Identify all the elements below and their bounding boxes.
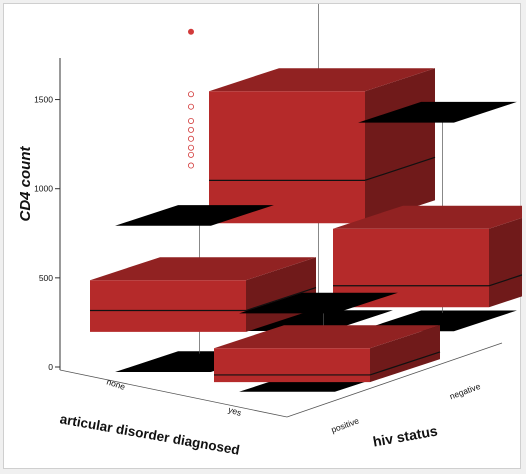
z-tick-label: positive	[330, 415, 361, 434]
outlier-point	[187, 135, 194, 142]
box-front-face	[90, 280, 246, 332]
box-top-face	[333, 205, 522, 229]
z-tick-label: negative	[448, 381, 482, 401]
y-axis-title: CD4 count	[17, 145, 34, 221]
y-tick-label: 1500	[34, 95, 53, 105]
y-tick-label: 1000	[34, 184, 53, 194]
z-category-labels: positive negative	[330, 381, 482, 435]
median-line-side	[369, 351, 441, 376]
x-category-labels: none yes	[105, 376, 242, 417]
box-front-face	[333, 228, 489, 308]
median-line-side	[364, 156, 436, 181]
x-axis-title: articular disorder diagnosed	[59, 411, 241, 457]
y-tick-label: 500	[39, 273, 53, 283]
whisker-cap-upper	[115, 205, 274, 226]
outlier-point	[187, 162, 194, 169]
box-top-face	[90, 257, 316, 281]
boxes-scene	[90, 4, 522, 392]
whisker-cap-upper	[239, 292, 398, 314]
whisker-cap-lower	[234, 310, 393, 331]
outlier-point	[187, 103, 194, 110]
box-yes-positive	[214, 292, 441, 392]
whisker-cap-upper	[358, 101, 517, 123]
box-none-negative	[187, 4, 436, 331]
outlier-point	[187, 28, 194, 35]
box-top-face	[214, 325, 440, 349]
outlier-point	[187, 91, 194, 98]
box-yes-negative	[333, 101, 522, 332]
outlier-point	[187, 151, 194, 158]
outlier-point	[187, 126, 194, 133]
outlier-point	[187, 144, 194, 151]
box-side-face	[370, 325, 440, 383]
y-ticks: 0 500 1000 1500	[34, 95, 60, 372]
chart-frame: 0 500 1000 1500 none yes positive negative …	[3, 3, 522, 469]
x-tick-label: yes	[227, 404, 243, 418]
y-tick-label: 0	[48, 362, 53, 372]
x-tick-label: none	[105, 376, 126, 391]
box-side-face	[365, 68, 435, 224]
outlier-point	[187, 117, 194, 124]
box-front-face	[214, 348, 370, 383]
box-front-face	[209, 91, 365, 224]
axes	[59, 58, 503, 418]
z-axis-title: hiv status	[372, 422, 439, 449]
median-line-side	[488, 274, 522, 287]
floor-front-edge	[59, 369, 288, 418]
box-top-face	[209, 68, 435, 92]
box-side-face	[489, 217, 522, 308]
median-line-side	[245, 286, 317, 312]
floor-right-edge	[286, 342, 503, 418]
